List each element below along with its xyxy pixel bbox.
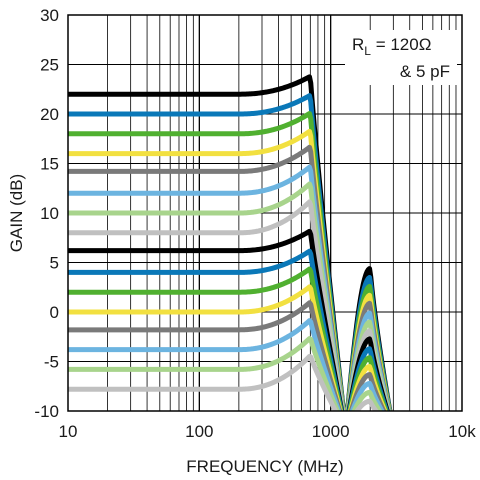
series-line-6 [68,181,391,411]
annotation-line-2: & 5 pF [400,62,450,81]
annotation-background [345,30,457,85]
series-line-13 [68,318,385,411]
x-tick-label: 10 [59,422,78,441]
series-line-3 [68,128,392,411]
series-line-14 [68,336,383,411]
y-tick-labels: 30 25 20 15 10 5 0 -5 -10 [34,6,59,421]
annotation-line-1: RL = 120Ω [352,35,431,58]
x-axis-label: FREQUENCY (MHz) [186,457,343,476]
annotation-subscript: L [364,44,371,58]
y-tick-label: 0 [50,303,59,322]
annotation-rest: = 120Ω [371,35,431,54]
series-line-15 [68,353,380,411]
y-tick-label: 20 [40,105,59,124]
y-tick-label: 15 [40,155,59,174]
x-tick-labels: 10 100 1000 10k [59,422,477,441]
series-line-0 [68,74,393,411]
y-tick-label: 30 [40,6,59,25]
y-tick-label: 25 [40,56,59,75]
x-tick-label: 100 [185,422,213,441]
series-line-1 [68,93,393,411]
y-tick-label: 10 [40,204,59,223]
y-tick-label: -10 [34,402,59,421]
y-tick-label: -5 [44,353,59,372]
x-tick-label: 10k [448,422,476,441]
annotation: RL = 120Ω & 5 pF [345,30,457,85]
series-group [68,74,393,411]
y-axis-label: GAIN (dB) [7,174,26,252]
y-tick-label: 5 [50,254,59,273]
annotation-main: R [352,35,364,54]
series-line-7 [68,199,391,411]
plot-frame [67,14,463,412]
x-tick-label: 1000 [312,422,350,441]
